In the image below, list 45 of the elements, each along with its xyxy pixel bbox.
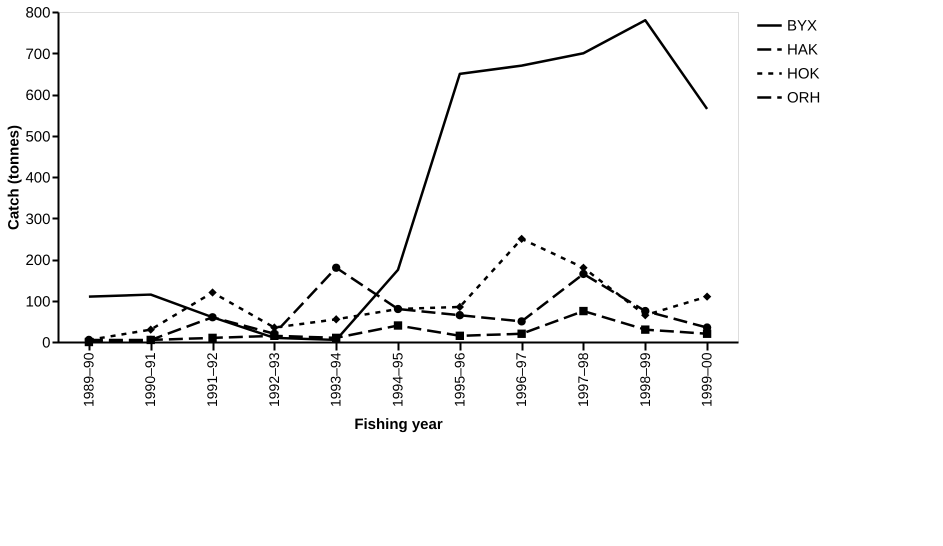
point (208, 288, 217, 297)
y-tick-label: 400 (25, 170, 50, 186)
point (332, 334, 340, 342)
x-tick-label: 1995–96 (451, 352, 468, 408)
point (517, 317, 526, 326)
x-tick-label: 1993–94 (328, 352, 344, 408)
y-axis-title: Catch (tonnes) (5, 124, 22, 230)
x-tick-label: 1992–93 (266, 352, 282, 408)
legend-label: BYX (787, 18, 818, 34)
legend-label: HOK (787, 66, 820, 82)
y-tick-label: 100 (25, 293, 50, 310)
point (517, 330, 526, 338)
point (579, 270, 588, 278)
y-tick-label: 600 (25, 87, 50, 104)
x-tick-label: 1991–92 (204, 352, 220, 408)
point (332, 264, 340, 272)
legend-label: ORH (787, 90, 820, 106)
point (579, 306, 588, 316)
point (456, 332, 464, 340)
point (394, 304, 402, 314)
x-tick-label: 1998–99 (636, 352, 653, 408)
x-tick-label: 1994–95 (390, 352, 406, 408)
x-tick-label: 1999–00 (698, 352, 715, 408)
x-axis-title: Fishing year (354, 416, 443, 434)
y-tick-label: 0 (42, 334, 50, 352)
point (517, 234, 526, 244)
x-tick-label: 1989–90 (80, 352, 96, 408)
x-tick-label: 1990–91 (142, 352, 158, 408)
point (702, 292, 712, 301)
point (332, 315, 340, 324)
y-tick-label: 500 (25, 128, 50, 146)
y-tick-label: 800 (25, 4, 50, 22)
point (456, 311, 464, 320)
point (208, 313, 217, 322)
x-tick-label: 1997–98 (574, 352, 591, 408)
x-tick-label: 1996–97 (513, 352, 530, 408)
y-tick-label: 700 (25, 46, 50, 63)
y-tick-label: 300 (25, 210, 50, 228)
point (394, 321, 402, 330)
point (146, 325, 155, 334)
point (208, 334, 217, 342)
legend-label: HAK (787, 42, 818, 58)
point (456, 302, 464, 312)
point (641, 325, 650, 334)
y-tick-label: 200 (25, 252, 50, 269)
